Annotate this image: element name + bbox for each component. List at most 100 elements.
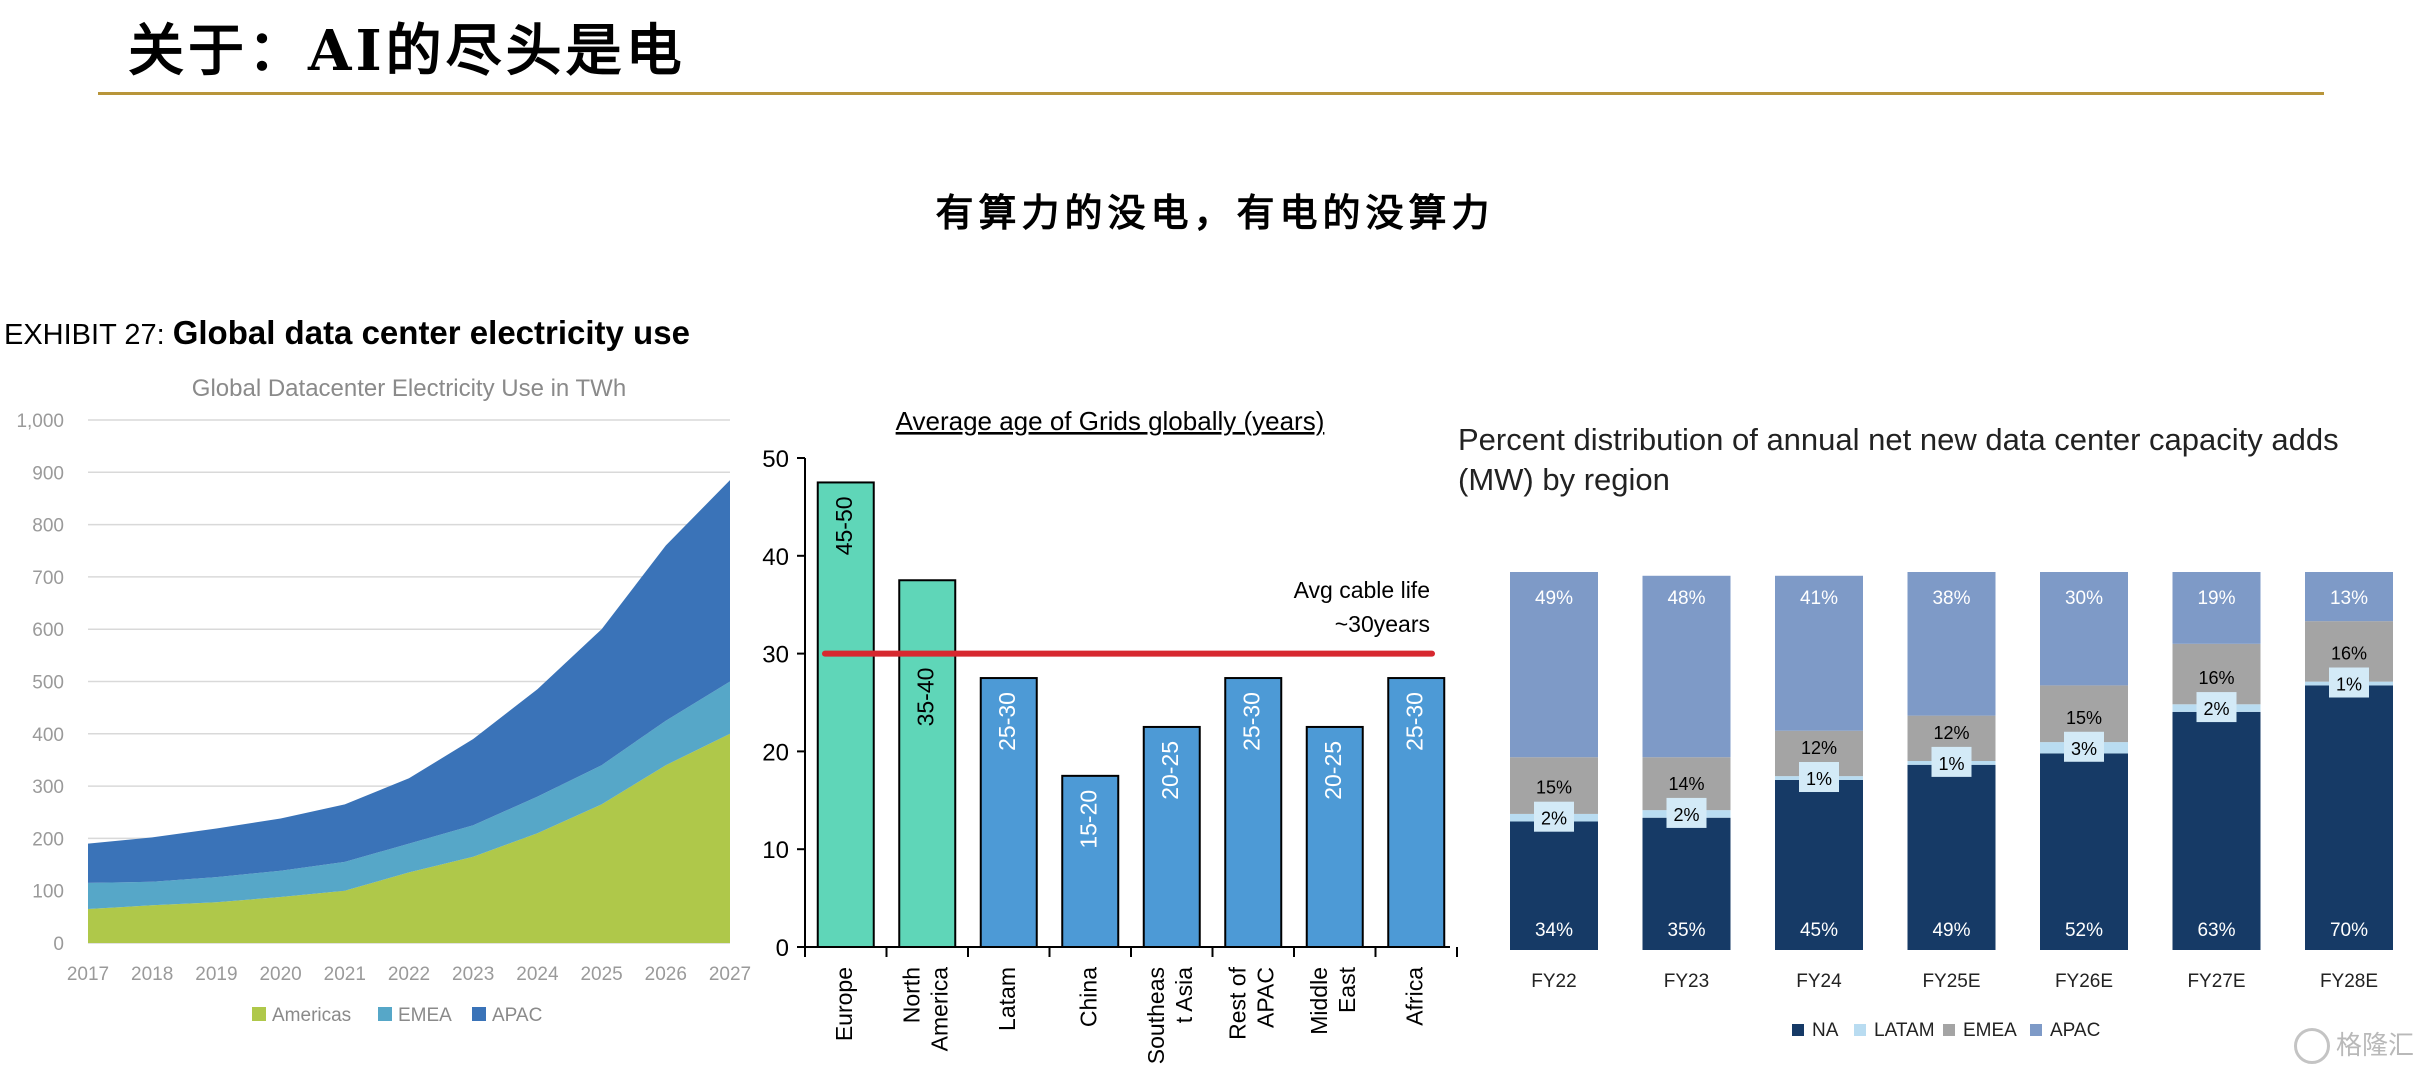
x-category-label: Southeas xyxy=(1143,967,1169,1064)
bar xyxy=(1061,774,1120,948)
stacked-segment-na xyxy=(1775,779,1863,950)
x-category-label: FY22 xyxy=(1531,971,1576,992)
legend-swatch xyxy=(252,1007,266,1021)
bar-value-label: 20-25 xyxy=(1320,741,1346,800)
area-series-apac xyxy=(88,480,730,883)
segment-label-box xyxy=(2064,731,2104,762)
x-tick-label: 2022 xyxy=(388,964,430,985)
area-series-emea xyxy=(88,681,730,909)
bar-value-label: 35-40 xyxy=(912,668,938,727)
electricity-area-chart: Global Datacenter Electricity Use in TWh… xyxy=(16,375,751,1026)
bar-value-label: 45-50 xyxy=(831,496,857,555)
area-series-americas xyxy=(88,733,730,943)
legend-swatch xyxy=(378,1007,392,1021)
segment-label: 41% xyxy=(1800,588,1838,609)
bar-value-label: 15-20 xyxy=(1075,790,1101,849)
y-tick-label: 30 xyxy=(762,642,789,669)
legend-swatch xyxy=(2030,1024,2042,1036)
legend-label: EMEA xyxy=(1963,1020,2017,1041)
x-category-label: China xyxy=(1075,967,1101,1027)
x-tick-label: 2023 xyxy=(452,964,494,985)
segment-label: 34% xyxy=(1535,920,1573,941)
stacked-segment-apac xyxy=(2040,572,2128,686)
x-category-label: Europe xyxy=(831,967,857,1041)
watermark-logo-icon xyxy=(2293,1028,2330,1064)
y-tick-label: 600 xyxy=(32,620,64,641)
x-category-label: FY27E xyxy=(2187,971,2245,992)
chart-title: Global Datacenter Electricity Use in TWh xyxy=(192,375,626,402)
stacked-segment-na xyxy=(1642,817,1731,950)
x-category-label: North xyxy=(898,967,924,1023)
y-tick-label: 0 xyxy=(53,934,64,955)
segment-label: 15% xyxy=(1536,778,1572,798)
watermark-text: 格隆汇 xyxy=(2335,1030,2414,1061)
stacked-segment-na xyxy=(2305,685,2393,950)
watermark: 格隆汇 xyxy=(2293,1025,2414,1064)
legend-swatch xyxy=(472,1007,486,1021)
title-divider xyxy=(98,92,2324,95)
bar xyxy=(979,677,1038,948)
legend-swatch xyxy=(1792,1024,1804,1036)
x-category-label: Middle xyxy=(1306,967,1332,1035)
x-category-label: FY24 xyxy=(1796,971,1842,992)
x-category-label: FY26E xyxy=(2055,971,2113,992)
legend-label: APAC xyxy=(2050,1020,2100,1041)
y-tick-label: 300 xyxy=(32,777,64,798)
segment-label: 48% xyxy=(1667,588,1705,609)
segment-label: 12% xyxy=(1933,723,1969,743)
x-tick-label: 2018 xyxy=(131,964,173,985)
exhibit-prefix: EXHIBIT 27: xyxy=(4,319,165,351)
bar xyxy=(1387,677,1446,948)
stacked-segment-apac xyxy=(1775,575,1863,731)
y-tick-label: 200 xyxy=(32,829,64,850)
segment-label: 30% xyxy=(2065,588,2103,609)
y-tick-label: 800 xyxy=(32,516,64,537)
stacked-segment-na xyxy=(1510,821,1598,950)
x-category-label: APAC xyxy=(1252,967,1278,1028)
bar xyxy=(1142,725,1201,949)
legend-label: Americas xyxy=(272,1005,351,1026)
reference-line-label: Avg cable life xyxy=(1294,577,1430,603)
x-tick-label: 2020 xyxy=(259,964,301,985)
y-tick-label: 10 xyxy=(762,837,789,864)
stacked-segment-na xyxy=(2040,753,2128,950)
legend-swatch xyxy=(1854,1024,1866,1036)
segment-label: 13% xyxy=(2330,588,2368,609)
segment-label: 1% xyxy=(2336,675,2362,695)
x-category-label: FY23 xyxy=(1664,971,1709,992)
segment-label: 19% xyxy=(2197,588,2235,609)
legend-label: APAC xyxy=(492,1005,542,1026)
bar xyxy=(1305,725,1364,949)
x-category-label: East xyxy=(1334,966,1360,1013)
stacked-segment-apac xyxy=(1642,575,1731,758)
x-category-label: t Asia xyxy=(1171,967,1197,1023)
segment-label: 14% xyxy=(1668,774,1704,794)
x-category-label: Rest of xyxy=(1224,966,1250,1039)
segment-label: 2% xyxy=(2203,699,2229,719)
x-category-label: FY25E xyxy=(1922,971,1980,992)
segment-label: 52% xyxy=(2065,920,2103,941)
segment-label: 2% xyxy=(1673,805,1699,825)
stacked-segment-apac xyxy=(1907,572,1996,716)
segment-label: 3% xyxy=(2071,739,2097,759)
segment-label: 49% xyxy=(1932,920,1970,941)
grid-age-bar-chart: Average age of Grids globally (years) 0 10… xyxy=(762,406,1458,1064)
stacked-segment-apac xyxy=(1510,572,1598,758)
page-title: 关于：AI的尽头是电 xyxy=(128,18,686,84)
x-tick-label: 2019 xyxy=(195,964,237,985)
x-tick-label: 2025 xyxy=(580,964,622,985)
x-tick-label: 2021 xyxy=(324,964,366,985)
y-tick-label: 900 xyxy=(32,463,64,484)
bar-value-label: 25-30 xyxy=(1401,692,1427,751)
stacked-segment-apac xyxy=(2172,572,2261,644)
segment-label: 1% xyxy=(1938,754,1964,774)
bar-value-label: 25-30 xyxy=(994,692,1020,751)
x-category-label: America xyxy=(926,967,952,1052)
stacked-segment-na xyxy=(2172,711,2261,950)
segment-label: 35% xyxy=(1667,920,1705,941)
segment-label-box xyxy=(1534,801,1574,832)
x-category-label: FY28E xyxy=(2320,971,2378,992)
segment-label-box xyxy=(1666,797,1707,828)
exhibit-heading: EXHIBIT 27: Global data center electrici… xyxy=(4,314,690,352)
segment-label-box xyxy=(1799,762,1839,793)
